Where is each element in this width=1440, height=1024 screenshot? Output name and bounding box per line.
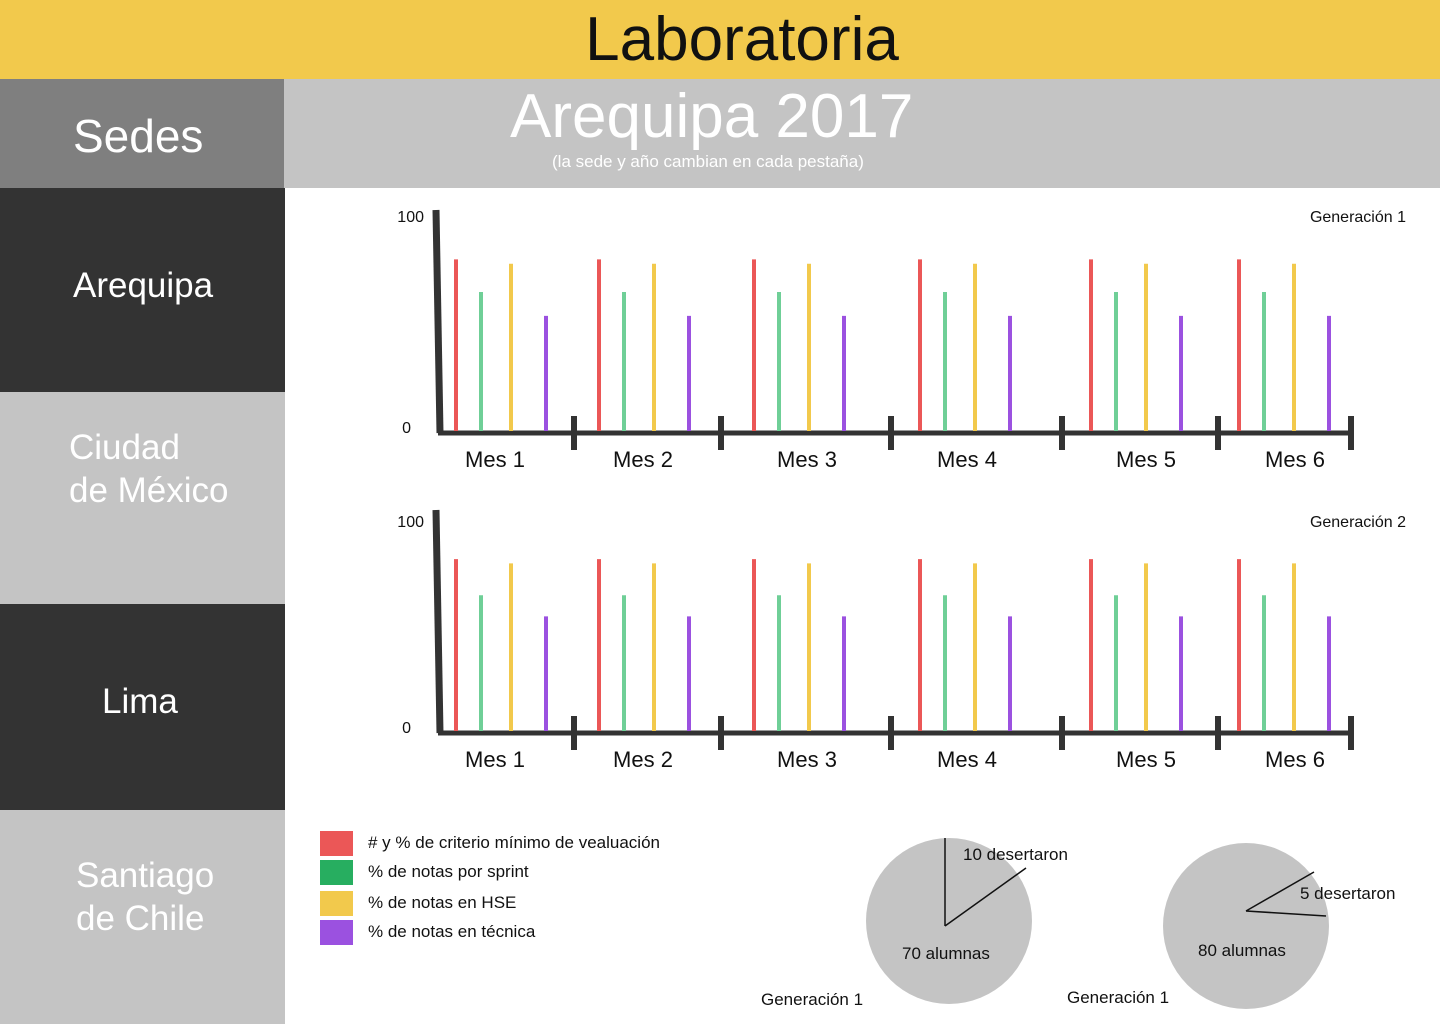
y-tick-label: 0 — [402, 420, 411, 437]
pie-1-title: Generación 1 — [761, 990, 864, 1009]
pie-2-disc — [1163, 843, 1329, 1009]
sidebar-heading: Sedes — [0, 79, 284, 188]
sidebar-item-santiago-de-chile[interactable]: Santiago de Chile — [0, 810, 285, 1024]
x-tick-label: Mes 5 — [1116, 747, 1176, 772]
pie-2-slice-label: 80 alumnas — [1198, 941, 1286, 960]
x-tick-label: Mes 2 — [613, 447, 673, 472]
pie-1-slice-label: 70 alumnas — [902, 944, 990, 963]
legend-label: % de notas en técnica — [368, 922, 536, 941]
legend-label: % de notas en HSE — [368, 893, 517, 912]
sidebar-item-lima[interactable]: Lima — [0, 604, 285, 810]
sidebar-heading-label: Sedes — [73, 110, 204, 162]
x-tick-label: Mes 4 — [937, 747, 997, 772]
y-tick-label: 100 — [397, 514, 424, 531]
pie-2-slice-edge — [1245, 871, 1315, 912]
sidebar-item-label: Ciudad de México — [69, 428, 229, 510]
app-title: Laboratoria — [585, 5, 899, 74]
y-tick-label: 100 — [397, 209, 424, 226]
x-tick-label: Mes 2 — [613, 747, 673, 772]
campus-header: Arequipa 2017 (la sede y año cambian en … — [284, 79, 1440, 188]
chart-title: Generación 1 — [1310, 209, 1406, 226]
sidebar-item-ciudad-de-mexico[interactable]: Ciudad de México — [0, 392, 285, 604]
x-tick-label: Mes 1 — [465, 447, 525, 472]
pie-1-disc — [866, 838, 1032, 1004]
x-tick-label: Mes 6 — [1265, 447, 1325, 472]
legend-swatch-tecnica — [320, 920, 353, 945]
legend-label: # y % de criterio mínimo de vealuación — [368, 833, 660, 852]
legend-swatch-hse — [320, 891, 353, 916]
campus-note: (la sede y año cambian en cada pestaña) — [552, 152, 864, 171]
x-tick-label: Mes 3 — [777, 747, 837, 772]
sidebar-item-arequipa[interactable]: Arequipa — [0, 188, 285, 392]
x-tick-label: Mes 3 — [777, 447, 837, 472]
legend-label: % de notas por sprint — [368, 862, 529, 881]
sidebar-item-label: Lima — [102, 682, 178, 721]
pie-2-slice-label: 5 desertaron — [1300, 884, 1396, 903]
sidebar-item-label: Santiago de Chile — [76, 856, 215, 938]
x-tick-label: Mes 5 — [1116, 447, 1176, 472]
x-tick-label: Mes 6 — [1265, 747, 1325, 772]
pie-1-slice-edge — [944, 867, 1027, 927]
y-axis — [432, 509, 444, 734]
y-tick-label: 0 — [402, 720, 411, 737]
sidebar-item-label: Arequipa — [73, 266, 214, 305]
legend-swatch-criterio — [320, 831, 353, 856]
x-tick-label: Mes 1 — [465, 747, 525, 772]
y-axis — [432, 209, 444, 434]
pie-1-slice-label: 10 desertaron — [963, 845, 1068, 864]
x-tick-label: Mes 4 — [937, 447, 997, 472]
campus-title: Arequipa 2017 — [510, 82, 914, 151]
chart-title: Generación 2 — [1310, 514, 1406, 531]
pie-2-title: Generación 1 — [1067, 988, 1170, 1007]
legend-swatch-sprint — [320, 860, 353, 885]
pie-2-slice-edge — [1245, 910, 1327, 917]
app-header: Laboratoria — [0, 0, 1440, 79]
